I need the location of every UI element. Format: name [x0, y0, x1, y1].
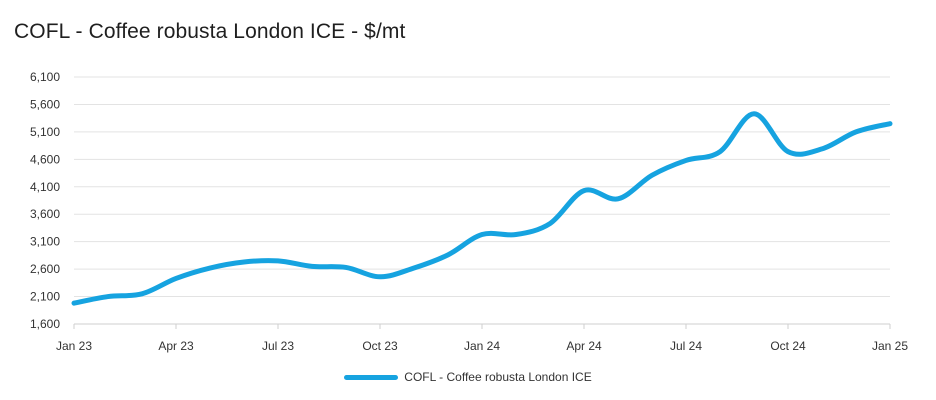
y-tick-label: 5,600 [30, 97, 60, 111]
y-tick-label: 5,100 [30, 125, 60, 139]
y-tick-label: 4,100 [30, 180, 60, 194]
legend-label: COFL - Coffee robusta London ICE [404, 370, 592, 384]
chart-title: COFL - Coffee robusta London ICE - $/mt [14, 20, 406, 43]
y-axis-ticks: 1,600 2,100 2,600 3,100 3,600 4,100 4,600 5,100… [30, 70, 60, 331]
x-axis-ticks: Jan 23 Apr 23 Jul 23 Oct 23 Jan 24 Apr 24 Jul … [56, 324, 908, 353]
x-tick-label: Jan 25 [872, 339, 908, 353]
y-tick-label: 2,100 [30, 290, 60, 304]
y-tick-label: 4,600 [30, 152, 60, 166]
x-tick-label: Jul 23 [262, 339, 294, 353]
series-line [71, 111, 893, 306]
legend: COFL - Coffee robusta London ICE [0, 370, 936, 384]
x-tick-label: Jul 24 [670, 339, 702, 353]
grid-lines [74, 76, 890, 298]
x-tick-label: Jan 24 [464, 339, 500, 353]
y-tick-label: 1,600 [30, 317, 60, 331]
x-tick-label: Apr 23 [158, 339, 194, 353]
legend-swatch [344, 374, 399, 380]
y-tick-label: 2,600 [30, 262, 60, 276]
y-tick-label: 3,100 [30, 235, 60, 249]
y-tick-label: 3,600 [30, 207, 60, 221]
x-tick-label: Jan 23 [56, 339, 92, 353]
series-layer [71, 111, 893, 306]
x-tick-label: Oct 23 [362, 339, 398, 353]
x-tick-label: Apr 24 [566, 339, 602, 353]
y-tick-label: 6,100 [30, 70, 60, 84]
x-tick-label: Oct 24 [770, 339, 806, 353]
